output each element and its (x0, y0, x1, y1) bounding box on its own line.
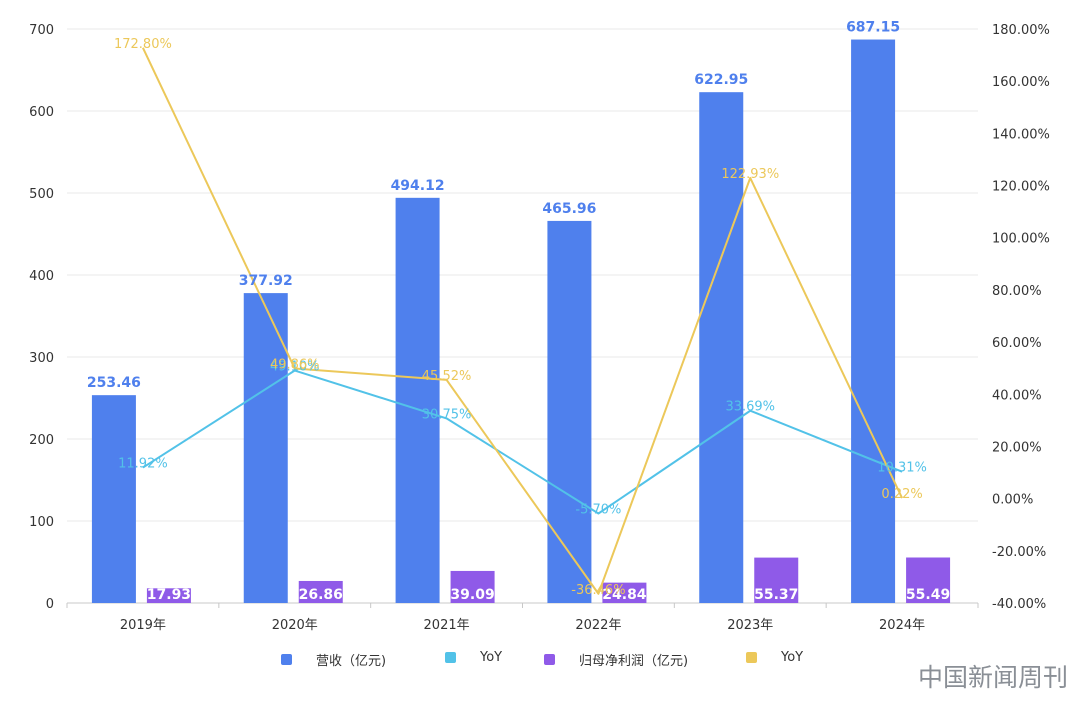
y-right-tick-label: 140.00% (992, 127, 1050, 142)
y-right-tick-label: 120.00% (992, 180, 1050, 195)
data-label: 172.80% (114, 37, 172, 52)
bar (450, 570, 495, 603)
x-tick-label: 2020年 (272, 618, 318, 633)
data-label: 49.86% (270, 358, 320, 373)
data-label: 30.75% (422, 407, 472, 422)
data-label: -36.46% (571, 583, 625, 598)
x-tick-label: 2023年 (727, 618, 773, 633)
bar (851, 39, 896, 604)
legend-label: 营收（亿元) (316, 654, 387, 669)
watermark: 中国新闻周刊 (917, 663, 1068, 692)
legend-swatch (746, 652, 757, 663)
data-label: 39.09 (450, 587, 494, 603)
bar (602, 582, 647, 603)
series-line (142, 369, 903, 515)
y-left-tick-label: 400 (29, 269, 54, 284)
legend-item: YoY (746, 650, 803, 665)
series-line (142, 47, 903, 595)
bar (395, 197, 440, 603)
y-right-tick-label: 40.00% (992, 388, 1042, 403)
y-left-tick-label: 700 (29, 23, 54, 38)
legend-label: 归母净利润（亿元) (579, 654, 689, 669)
legend-item: 营收（亿元) (281, 650, 386, 669)
data-label: 0.22% (881, 487, 922, 502)
bar (298, 580, 343, 603)
data-label: 17.93 (147, 587, 191, 603)
legend-swatch (544, 654, 555, 665)
data-label: 55.49 (906, 587, 950, 603)
combo-chart: 0 100 200 300 400 500 600 700 -40.00% -20.00% 0.00… (29, 20, 1050, 633)
bar (547, 220, 592, 604)
x-tick-label: 2022年 (575, 618, 621, 633)
y-right-tick-label: 100.00% (992, 232, 1050, 247)
y-left-tick-label: 300 (29, 351, 54, 366)
y-left-tick-label: 600 (29, 105, 54, 120)
y-left-tick-label: 200 (29, 433, 54, 448)
data-label: 26.86 (299, 587, 343, 603)
y-right-tick-label: -40.00% (992, 597, 1046, 612)
bar (754, 557, 799, 603)
bar (91, 395, 136, 603)
legend-swatch (281, 654, 292, 665)
data-label: 494.12 (391, 178, 445, 194)
y-right-tick-label: 20.00% (992, 440, 1042, 455)
data-label: 55.37 (754, 587, 798, 603)
data-label: 687.15 (846, 20, 900, 36)
data-label: 253.46 (87, 375, 141, 391)
bar (146, 588, 191, 603)
y-left-tick-label: 0 (46, 597, 54, 612)
data-label: 24.84 (602, 587, 647, 603)
data-label: -5.70% (575, 503, 621, 518)
y-right-tick-label: 180.00% (992, 23, 1050, 38)
data-label: 45.52% (422, 369, 472, 384)
y-left-tick-label: 500 (29, 187, 54, 202)
legend-item: 归母净利润（亿元) (544, 650, 688, 669)
y-right-tick-label: -20.00% (992, 545, 1046, 560)
legend-swatch (445, 652, 456, 663)
y-left-tick-label: 100 (29, 515, 54, 530)
x-tick-label: 2021年 (424, 618, 470, 633)
legend-label: YoY (480, 650, 503, 665)
data-label: 622.95 (694, 72, 748, 88)
data-label: 11.92% (118, 457, 168, 472)
y-right-tick-label: 160.00% (992, 75, 1050, 90)
data-label: 10.31% (877, 461, 927, 476)
data-label: 465.96 (542, 201, 596, 217)
bar (906, 557, 951, 603)
data-label: 33.69% (725, 400, 775, 415)
data-label: 122.93% (721, 167, 779, 182)
y-right-tick-label: 60.00% (992, 336, 1042, 351)
y-right-tick-label: 0.00% (992, 493, 1033, 508)
bar (243, 293, 288, 603)
y-right-tick-label: 80.00% (992, 284, 1042, 299)
data-label: 49.10% (270, 360, 320, 375)
legend: 营收（亿元) YoY 归母净利润（亿元) YoY (0, 650, 1080, 670)
legend-label: YoY (781, 650, 804, 665)
data-label: 377.92 (239, 273, 293, 289)
legend-item: YoY (445, 650, 502, 665)
x-tick-label: 2019年 (120, 618, 166, 633)
bar (699, 92, 744, 603)
x-tick-label: 2024年 (879, 618, 925, 633)
